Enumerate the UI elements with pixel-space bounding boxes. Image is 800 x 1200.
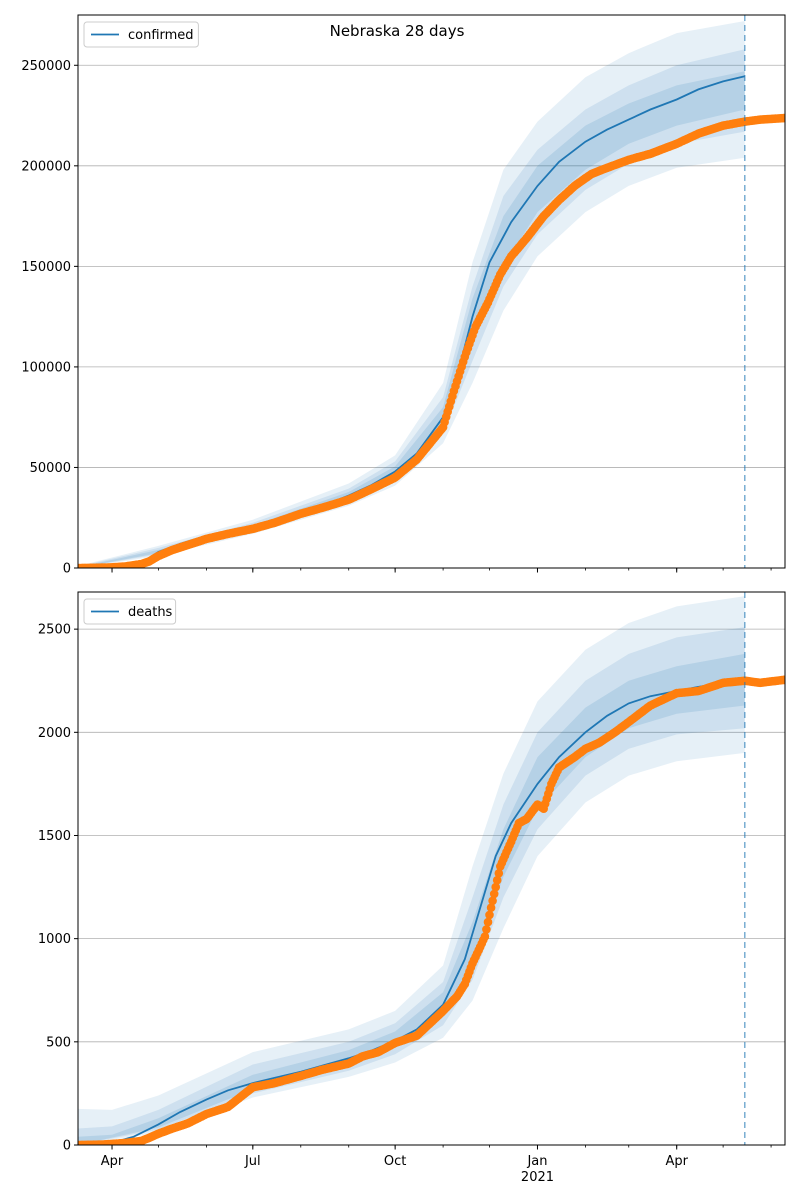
y-tick-label: 100000 (21, 360, 71, 375)
observed-point (485, 910, 494, 920)
legend: confirmed (83, 21, 199, 48)
uncertainty-band-3 (78, 653, 745, 1145)
y-tick-label: 500 (46, 1035, 71, 1050)
y-tick-label: 200000 (21, 159, 71, 174)
y-tick-label: 0 (63, 562, 71, 577)
observed-point (780, 675, 785, 684)
x-tick-label: Apr (665, 1154, 688, 1169)
axes-frame (77, 591, 786, 1146)
uncertainty-band-1 (78, 596, 745, 1145)
observed-points (78, 113, 785, 568)
y-tick-label: 2000 (38, 726, 71, 741)
observed-point (480, 932, 490, 941)
uncertainty-band-1 (78, 21, 745, 568)
observed-point (780, 113, 785, 123)
confirmed-panel: 0 50000 100000 150000 200000 250000 confirmed (21, 14, 786, 577)
observed-point (486, 903, 496, 912)
figure-title: Nebraska 28 days (330, 22, 465, 40)
x-tick-label: Oct (384, 1154, 406, 1169)
x-tick-sublabel: 2021 (521, 1170, 554, 1185)
x-tick-label: Jul (244, 1154, 261, 1169)
observed-point (482, 925, 491, 934)
legend-label: confirmed (128, 28, 194, 43)
legend: deaths (83, 598, 177, 625)
observed-point (492, 875, 502, 885)
observed-point (494, 869, 504, 878)
observed-point (483, 917, 493, 927)
y-tick-label: 150000 (21, 260, 71, 275)
x-tick-label: Apr (101, 1154, 124, 1169)
axes-frame (77, 14, 786, 569)
legend-box (83, 598, 177, 625)
uncertainty-band-3 (78, 71, 745, 568)
legend-box (83, 21, 199, 48)
observed-points (78, 675, 785, 1145)
legend-label: deaths (128, 605, 173, 620)
y-tick-label: 1500 (38, 829, 71, 844)
model-line (78, 679, 745, 1145)
observed-point (489, 889, 499, 899)
observed-point (491, 882, 501, 892)
y-tick-label: 250000 (21, 59, 71, 74)
y-tick-label: 50000 (30, 461, 71, 476)
y-tick-label: 2500 (38, 623, 71, 638)
y-tick-label: 0 (63, 1139, 71, 1154)
observed-point (488, 896, 497, 906)
y-tick-label: 1000 (38, 932, 71, 947)
x-tick-label: Jan (526, 1154, 547, 1169)
